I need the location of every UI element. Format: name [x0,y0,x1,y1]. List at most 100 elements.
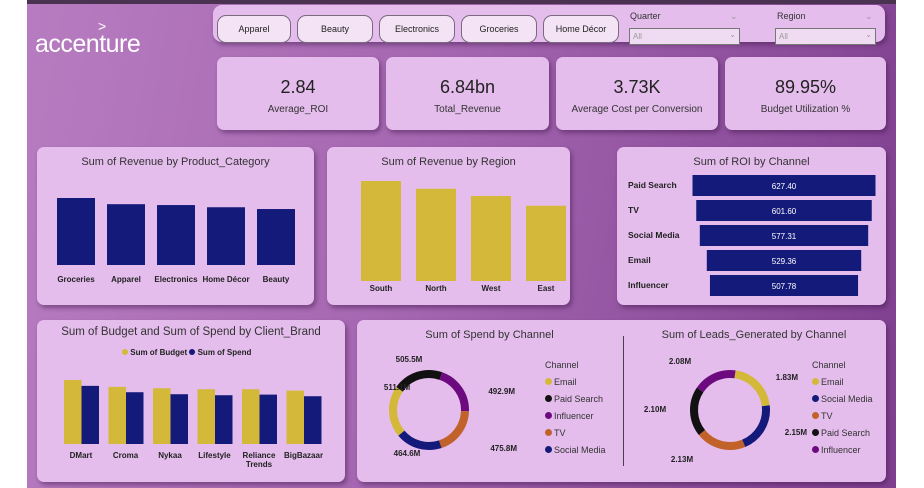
axis-label: Electronics [154,275,198,284]
axis-label: Reliance Trends [242,451,276,469]
data-label: 2.13M [671,455,694,464]
chart-title: Sum of Revenue by Product_Category [81,156,270,168]
chart-svg [361,181,566,281]
chart-title: Sum of Leads_Generated by Channel [661,329,847,341]
axis-label: Lifestyle [198,451,231,460]
data-label: 511.1M [384,383,411,392]
chart-svg: 511.1M 505.5M 492.9M 475.8M 464.6M [384,355,517,458]
chevron-down-icon: ⌄ [729,30,736,39]
bar [197,389,215,444]
data-label: 2.10M [644,405,667,414]
bar [286,390,304,444]
bar [696,200,872,221]
legend-item[interactable]: Influencer [812,442,873,459]
bar [706,250,862,271]
kpi-total-revenue: 6.84bn Total_Revenue [386,57,549,130]
axis-label: Groceries [57,275,95,284]
bar [526,205,566,281]
donut-slice [734,370,770,407]
chart-title: Sum of Spend by Channel [425,329,554,341]
filter-button-beauty[interactable]: Beauty [297,15,373,43]
bar [64,380,82,444]
axis-label: North [425,284,447,293]
filter-button-groceries[interactable]: Groceries [461,15,537,43]
data-label: 464.6M [394,449,421,458]
chevron-down-icon[interactable]: ⌄ [730,11,738,21]
data-label: 492.9M [488,387,515,396]
chart-svg: 2.08M 1.83M 2.10M 2.15M 2.13M [644,357,807,464]
data-label: 577.31 [772,232,797,241]
kpi-value: 6.84bn [439,77,496,97]
chart-svg [64,380,322,444]
donut-slice [690,387,706,436]
kpi-value: 89.95% [774,77,837,97]
region-dropdown[interactable]: All ⌄ [775,28,876,45]
bar [304,396,322,444]
donut-slice [396,370,443,392]
data-label: 2.08M [669,357,692,366]
bar [107,204,145,265]
legend-item[interactable]: Email [545,374,606,391]
bar [126,392,144,444]
legend-item[interactable]: Social Media [812,391,873,408]
kpi-cost-per-conversion: 3.73K Average Cost per Conversion [556,57,718,130]
filter-button-home-decor[interactable]: Home Décor [543,15,619,43]
kpi-label: Total_Revenue [434,104,501,115]
donut-charts-panel: Sum of Spend by Channel Sum of Leads_Gen… [357,320,886,482]
bar [157,205,195,265]
budget-spend-by-brand-chart: Sum of Budget and Sum of Spend by Client… [37,320,345,482]
bar [242,389,260,444]
data-label: 505.5M [396,355,423,364]
kpi-value: 3.73K [613,77,661,97]
bar [699,225,869,246]
kpi-label: Average Cost per Conversion [571,104,703,115]
legend-item[interactable]: Social Media [545,442,606,459]
category-label: Influencer [628,280,669,290]
chevron-down-icon: ⌄ [865,30,872,39]
kpi-budget-utilization: 89.95% Budget Utilization % [725,57,886,130]
donut-slice [439,372,469,412]
axis-label: Nykaa [158,451,182,460]
donut-slice [698,429,746,450]
bar [215,395,233,444]
donut-slice [741,405,770,448]
filter-button-electronics[interactable]: Electronics [379,15,455,43]
region-label: Region [777,11,806,21]
accenture-logo: > accenture [35,18,141,58]
legend-item[interactable]: TV [812,408,873,425]
chart-svg: 627.40 601.60 577.31 529.36 507.78 [692,175,876,296]
legend-item[interactable]: Email [812,374,873,391]
axis-label: Croma [112,451,139,460]
revenue-by-region-chart: Sum of Revenue by Region South North West Ea… [327,147,570,305]
legend-item[interactable]: Paid Search [545,391,606,408]
data-label: 507.78 [772,282,797,291]
chart-title: Sum of Revenue by Region [381,156,516,168]
donut-slice [438,410,469,448]
chart-legend: Channel Email Paid Search Influencer TV Socia… [545,357,606,459]
legend-item[interactable]: Influencer [545,408,606,425]
filter-button-apparel[interactable]: Apparel [217,15,291,43]
quarter-dropdown[interactable]: All ⌄ [629,28,740,45]
bar [81,385,99,444]
legend-item[interactable]: Paid Search [812,425,873,442]
bar [692,175,876,196]
chevron-down-icon[interactable]: ⌄ [865,11,873,21]
bar [108,386,126,444]
data-label: 475.8M [490,444,517,453]
bar [361,181,401,281]
chart-legend: Channel Email Social Media TV Paid Search Inf… [812,357,873,459]
category-label: TV [628,205,639,215]
kpi-label: Average_ROI [267,104,329,115]
roi-by-channel-chart: Sum of ROI by Channel 627.40 601.60 577.31 5… [617,147,886,305]
bar [709,275,859,296]
bar [257,209,295,265]
axis-label: BigBazaar [283,451,324,460]
category-label: Social Media [628,230,680,240]
legend-item[interactable]: TV [545,425,606,442]
quarter-label: Quarter [630,11,661,21]
axis-label: Home Décor [202,275,250,284]
chart-legend: Sum of Budget Sum of Spend [122,348,251,357]
data-label: 2.15M [785,428,808,437]
bar [57,198,95,265]
bar [153,388,171,444]
